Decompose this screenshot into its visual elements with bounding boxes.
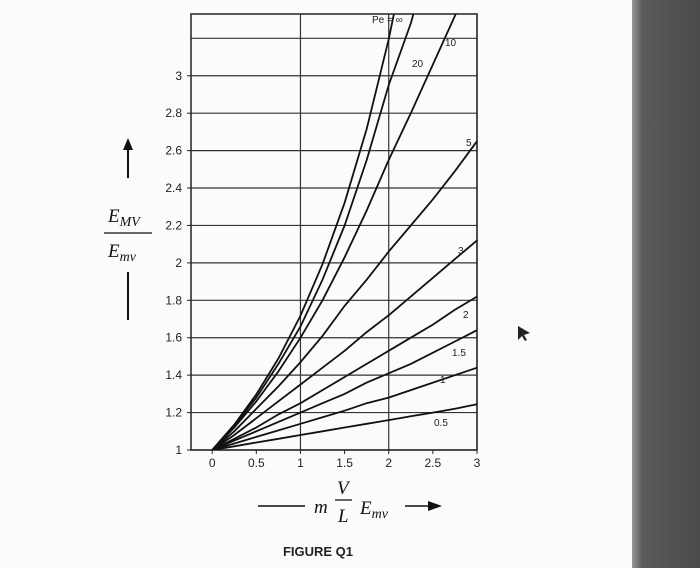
x-label-numerator: V — [337, 478, 351, 499]
x-label-factor: m — [314, 497, 328, 518]
curve-label: 0.5 — [434, 418, 448, 429]
curve — [211, 14, 457, 450]
mouse-cursor — [518, 326, 530, 341]
y-tick-label: 3 — [175, 69, 182, 83]
y-tick-label: 1.2 — [165, 406, 182, 420]
y-tick-label: 1 — [175, 443, 182, 457]
curve-label: 1 — [440, 375, 446, 386]
plot-frame — [190, 13, 478, 451]
curve — [211, 366, 477, 450]
y-label-numerator: EMV — [107, 206, 141, 230]
y-tick-label: 1.6 — [165, 331, 182, 345]
x-arrow-head — [428, 501, 442, 511]
grid — [191, 14, 478, 451]
x-tick-label: 0 — [209, 456, 216, 470]
y-label-denominator: Emv — [107, 241, 137, 265]
x-tick-label: 2.5 — [425, 456, 442, 470]
x-tick-label: 1 — [297, 456, 304, 470]
y-tick-label: 2.8 — [165, 106, 182, 120]
curve — [211, 295, 477, 450]
curve-label: 2 — [463, 310, 469, 321]
x-label-symbol: Emv — [359, 498, 389, 522]
curve — [212, 403, 477, 450]
x-label-denominator: L — [337, 506, 349, 527]
y-tick-label: 1.4 — [165, 368, 182, 382]
caption: FIGURE Q1 — [283, 544, 353, 559]
curve-label: 20 — [412, 59, 424, 70]
screen-edge — [632, 0, 700, 568]
x-tick-label: 1.5 — [336, 456, 353, 470]
curve-label: 3 — [458, 246, 464, 257]
y-tick-label: 1.8 — [165, 293, 182, 307]
x-tick-label: 3 — [474, 456, 481, 470]
y-tick-label: 2.6 — [165, 144, 182, 158]
curve — [211, 140, 477, 450]
curve-label: Pe = ∞ — [372, 15, 403, 26]
y-arrow-head — [123, 138, 133, 150]
curve — [211, 239, 477, 450]
curves — [211, 14, 477, 450]
curve-label: 10 — [445, 38, 457, 49]
x-tick-label: 0.5 — [248, 456, 265, 470]
y-tick-label: 2.2 — [165, 218, 182, 232]
y-tick-label: 2.4 — [165, 181, 182, 195]
curve — [211, 329, 477, 450]
curve — [211, 14, 415, 450]
labels: 1 1.2 1.4 1.6 1.8 2 2.2 2.4 2.6 2.8 3 0 0.5 1 1.5 2 2.5 3… — [165, 15, 480, 470]
x-tick-label: 2 — [385, 456, 392, 470]
curve-label: 1.5 — [452, 348, 466, 359]
curve-label: 5 — [466, 138, 472, 149]
curve — [211, 14, 395, 450]
y-tick-label: 2 — [175, 256, 182, 270]
